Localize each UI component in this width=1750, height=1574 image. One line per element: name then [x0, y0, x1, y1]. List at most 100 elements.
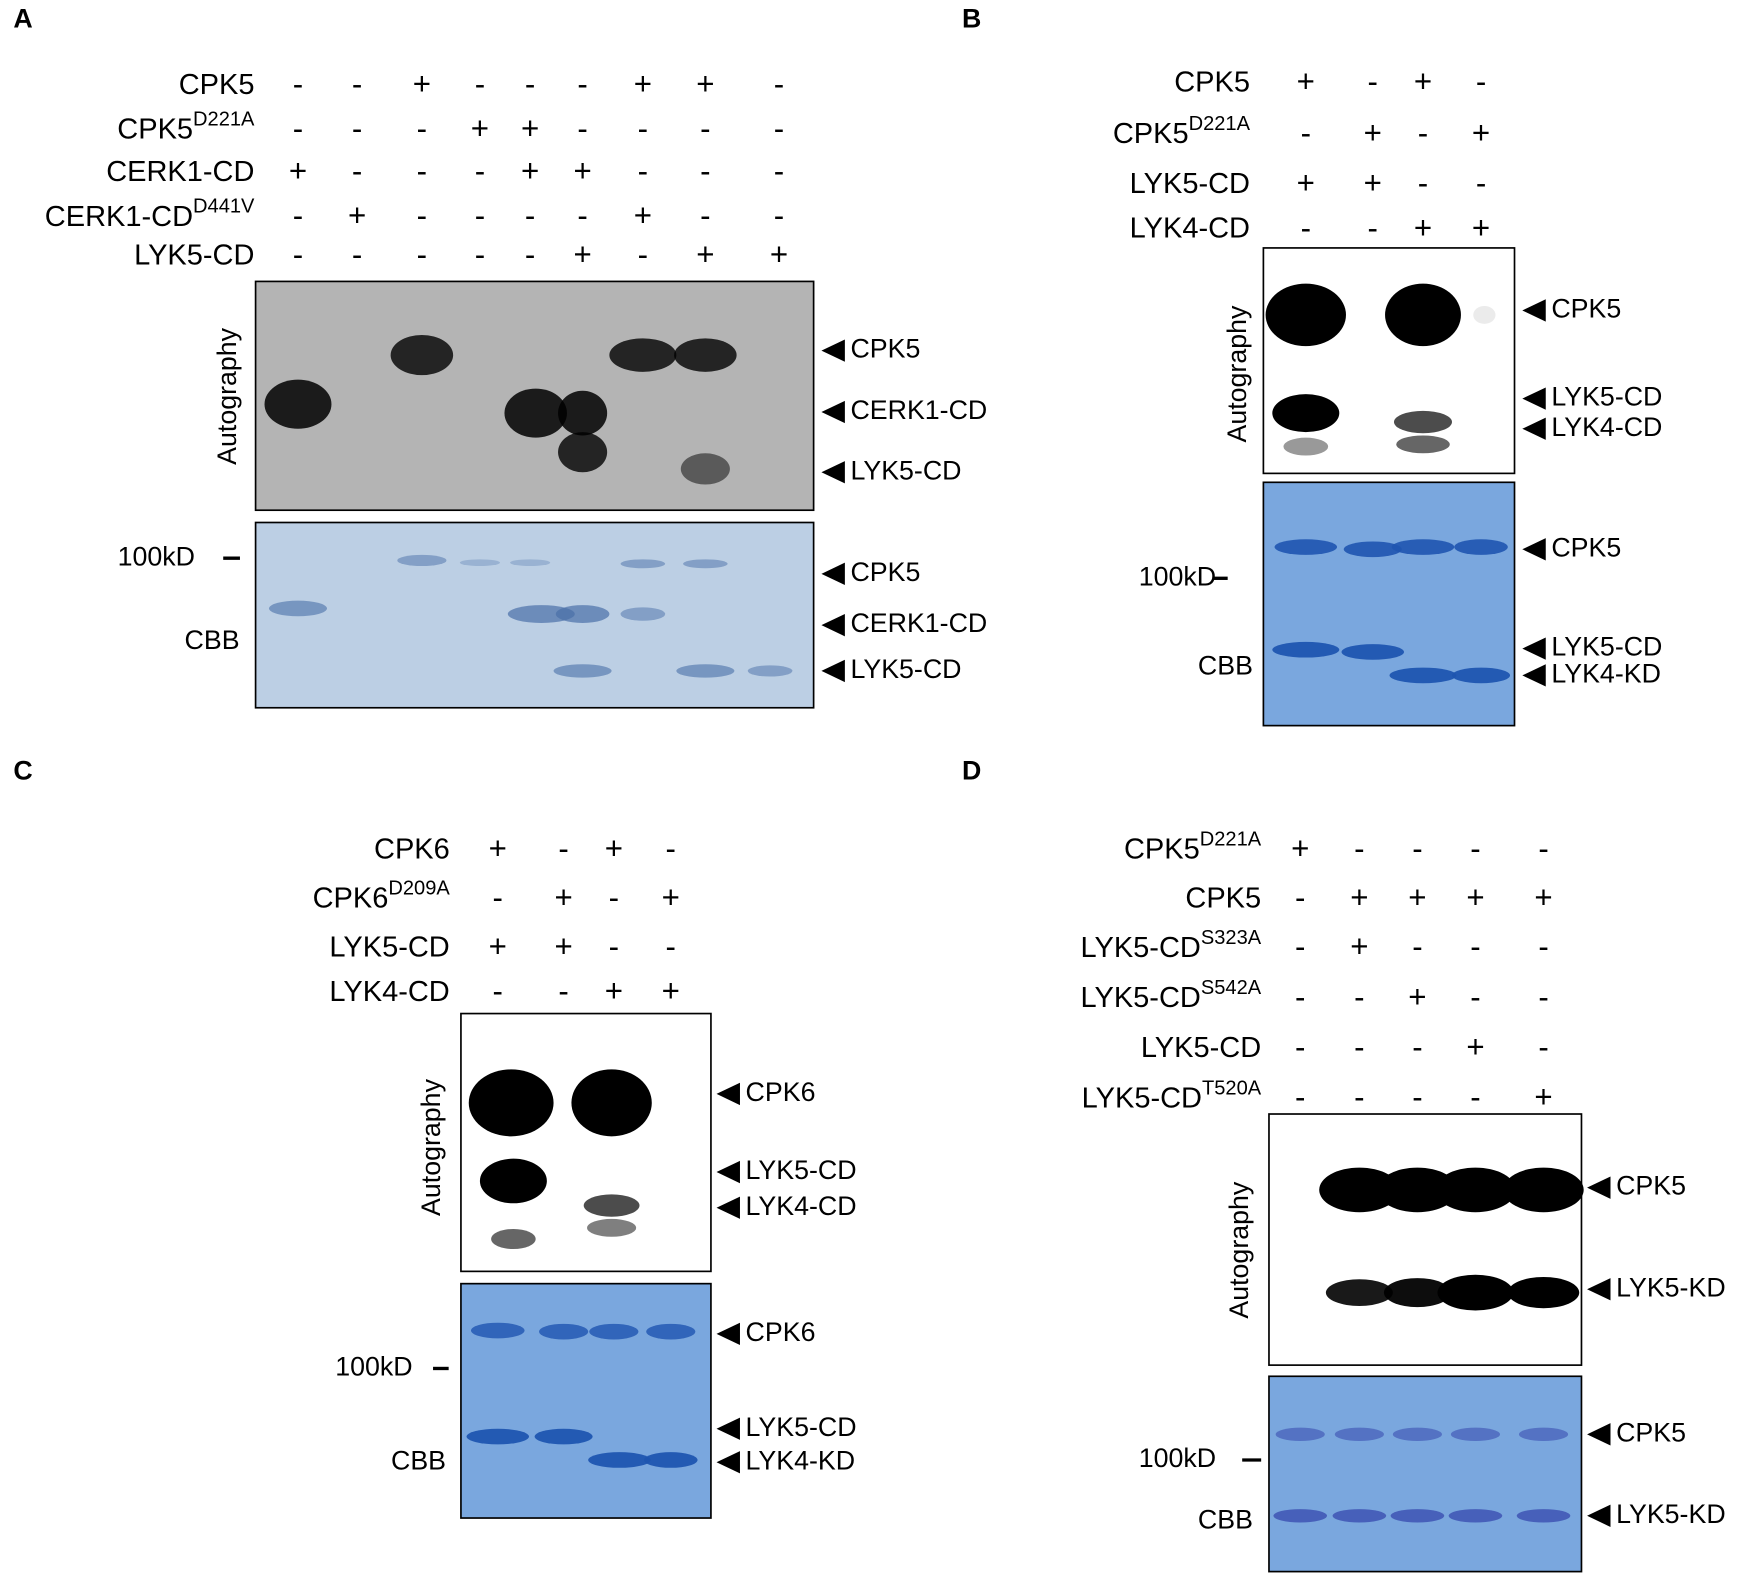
sign: - — [293, 237, 303, 272]
band — [1385, 283, 1461, 347]
sign: - — [1354, 831, 1364, 866]
sign: + — [662, 880, 680, 915]
sign: - — [774, 198, 784, 233]
sign: - — [666, 929, 676, 964]
sign: - — [475, 237, 485, 272]
sign: - — [1470, 1080, 1480, 1115]
band — [507, 605, 575, 623]
band — [1283, 437, 1329, 456]
sign: + — [1414, 210, 1432, 245]
row-label-base: CPK6 — [313, 882, 389, 914]
sign: + — [605, 831, 623, 866]
sign: - — [609, 929, 619, 964]
panel-label: C — [13, 756, 32, 786]
arrowhead — [1522, 664, 1546, 687]
band-label: LYK5-CD — [746, 1412, 857, 1442]
arrowhead — [716, 1322, 740, 1346]
band — [1274, 539, 1338, 555]
sign: - — [577, 198, 587, 233]
band — [268, 600, 328, 617]
arrowhead — [716, 1160, 740, 1184]
sign: + — [521, 153, 539, 188]
row-label: LYK5-CD — [329, 931, 449, 963]
sign: - — [1418, 115, 1428, 150]
band — [1275, 1427, 1325, 1442]
arrowhead — [821, 659, 845, 683]
sign: - — [493, 880, 503, 915]
row-label-sup: D221A — [1189, 113, 1251, 135]
sign: - — [475, 198, 485, 233]
band — [1437, 1274, 1514, 1311]
sign: + — [605, 974, 623, 1009]
panel-label: D — [962, 756, 981, 786]
sign: - — [1538, 1030, 1548, 1065]
band — [683, 559, 728, 569]
sign: - — [1412, 929, 1422, 964]
sign: + — [1414, 64, 1432, 99]
sign: - — [1295, 1080, 1305, 1115]
side-label: Autography — [1224, 1181, 1254, 1319]
band — [588, 1452, 651, 1468]
marker-label: 100kD — [1139, 1443, 1216, 1473]
sign: + — [696, 237, 714, 272]
band — [646, 1323, 696, 1340]
band — [1391, 539, 1455, 555]
arrowhead — [1522, 299, 1546, 322]
band-label: CPK5 — [850, 557, 920, 587]
sign: + — [413, 66, 431, 101]
sign: - — [1301, 115, 1311, 150]
sign: - — [417, 237, 427, 272]
arrowhead — [821, 339, 845, 362]
row-label: CERK1-CD — [106, 156, 254, 188]
band — [676, 664, 735, 678]
sign: + — [471, 111, 489, 146]
sign: - — [1354, 1080, 1364, 1115]
row-label: CPK5D221A — [1124, 829, 1262, 865]
band — [1390, 1509, 1445, 1523]
row-label: CPK5 — [1174, 67, 1250, 99]
band — [1473, 305, 1496, 324]
panel-label: B — [962, 3, 981, 33]
sign: - — [700, 153, 710, 188]
sign: + — [489, 831, 507, 866]
sign: + — [634, 198, 652, 233]
band — [1343, 541, 1402, 558]
sign: + — [634, 66, 652, 101]
band — [534, 1428, 593, 1445]
band — [470, 1322, 525, 1339]
row-label: CPK5 — [1185, 882, 1261, 914]
sign: - — [1470, 929, 1480, 964]
row-label-sup: S542A — [1201, 977, 1262, 999]
sign: - — [558, 831, 568, 866]
sign: - — [609, 880, 619, 915]
side-label: CBB — [1198, 651, 1253, 681]
band — [558, 390, 608, 436]
sign: - — [525, 66, 535, 101]
arrowhead — [821, 461, 845, 484]
autography-blot — [460, 1012, 712, 1273]
sign: + — [1534, 1080, 1552, 1115]
band-label: CERK1-CD — [850, 395, 987, 425]
band-label: LYK5-CD — [850, 654, 961, 684]
row-label: CPK5 — [179, 69, 255, 101]
autography-blot — [1268, 1113, 1583, 1366]
cbb-gel — [1268, 1375, 1583, 1573]
row-label: CPK5D221A — [1113, 113, 1251, 149]
sign: - — [417, 153, 427, 188]
sign: - — [774, 111, 784, 146]
side-label: CBB — [1198, 1504, 1253, 1534]
band — [1393, 410, 1453, 434]
band-label: CPK5 — [1551, 532, 1621, 562]
row-label: CPK6D209A — [313, 878, 451, 914]
band — [609, 338, 677, 372]
band — [643, 1452, 698, 1468]
band — [459, 559, 500, 567]
band — [1334, 1427, 1384, 1442]
sign: - — [1301, 210, 1311, 245]
band — [1325, 1279, 1393, 1306]
arrowhead — [821, 562, 845, 585]
arrowhead — [716, 1196, 740, 1219]
sign: - — [293, 66, 303, 101]
sign: + — [1350, 929, 1368, 964]
row-label: LYK5-CDS542A — [1081, 977, 1262, 1013]
